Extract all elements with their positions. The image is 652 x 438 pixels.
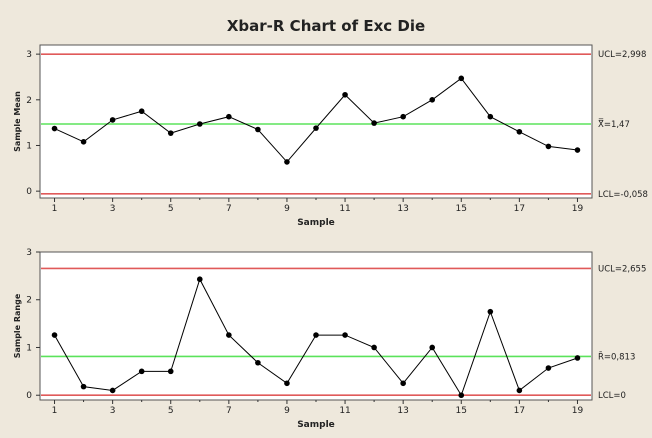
data-point [51,125,58,132]
x-tick-label: 11 [339,204,350,214]
data-point [313,125,319,131]
data-point [545,365,552,371]
y-tick-label: 1 [26,141,32,151]
data-point [226,113,232,120]
x-tick-label: 19 [572,406,584,416]
data-point [80,383,87,390]
x-tick-label: 11 [339,406,350,416]
data-point [80,139,87,145]
data-point [487,113,494,120]
data-point [313,332,319,338]
plot-area [39,44,593,199]
data-point [429,97,436,103]
x-tick-label: 13 [397,406,408,416]
y-tick-label: 2 [26,96,32,106]
x-tick-label: 15 [456,406,467,416]
x-tick-label: 5 [168,406,174,416]
x-axis-label: Sample [297,218,335,228]
data-point [574,355,581,361]
x-tick-label: 17 [514,204,525,214]
y-tick-label: 0 [26,187,32,197]
data-point [574,147,581,153]
data-point [109,387,116,394]
y-tick-label: 3 [26,50,32,60]
data-point [342,332,348,338]
x-tick-label: 5 [168,204,174,214]
center-label: X̿=1,47 [598,118,630,130]
x-tick-label: 1 [52,406,58,416]
data-point [167,130,174,136]
x-tick-label: 7 [226,204,232,214]
x-tick-label: 9 [284,406,290,416]
data-point [487,308,494,315]
x-axis-label: Sample [297,420,335,430]
x-tick-label: 3 [110,204,116,214]
x-tick-label: 1 [52,204,58,214]
center-label: R̄=0,813 [598,351,635,363]
y-axis-label: Sample Range [13,293,22,358]
data-point [429,344,436,351]
ucl-label: UCL=2,655 [598,264,646,274]
data-point [284,380,290,387]
y-axis-label: Sample Mean [13,91,22,152]
data-point [196,121,203,127]
x-tick-label: 13 [397,204,408,214]
data-point [545,143,552,150]
data-point [516,387,523,394]
plot-area [39,251,593,401]
data-point [516,128,523,135]
data-point [458,75,465,82]
lcl-label: LCL=0 [598,391,626,401]
data-point [255,359,261,366]
data-point [400,380,406,387]
chart-title: Xbar-R Chart of Exc Die [227,17,425,35]
data-point [138,368,145,375]
y-tick-label: 3 [26,248,32,258]
x-tick-label: 19 [572,204,584,214]
data-point [371,344,377,351]
x-tick-label: 9 [284,204,290,214]
lcl-label: LCL=-0,058 [598,190,648,200]
x-tick-label: 7 [226,406,232,416]
data-point [196,276,203,283]
data-point [51,332,58,338]
x-tick-label: 3 [110,406,116,416]
x-tick-label: 15 [456,204,467,214]
y-tick-label: 0 [26,391,32,401]
data-point [167,368,174,375]
data-point [371,120,377,126]
data-point [109,117,116,123]
y-tick-label: 2 [26,296,32,306]
data-point [400,113,406,120]
y-tick-label: 1 [26,343,32,353]
data-point [342,91,348,98]
x-tick-label: 17 [514,406,525,416]
data-point [138,108,145,115]
data-point [458,392,465,399]
ucl-label: UCL=2,998 [598,50,646,60]
data-point [226,332,232,338]
data-point [284,159,290,165]
data-point [255,126,261,133]
